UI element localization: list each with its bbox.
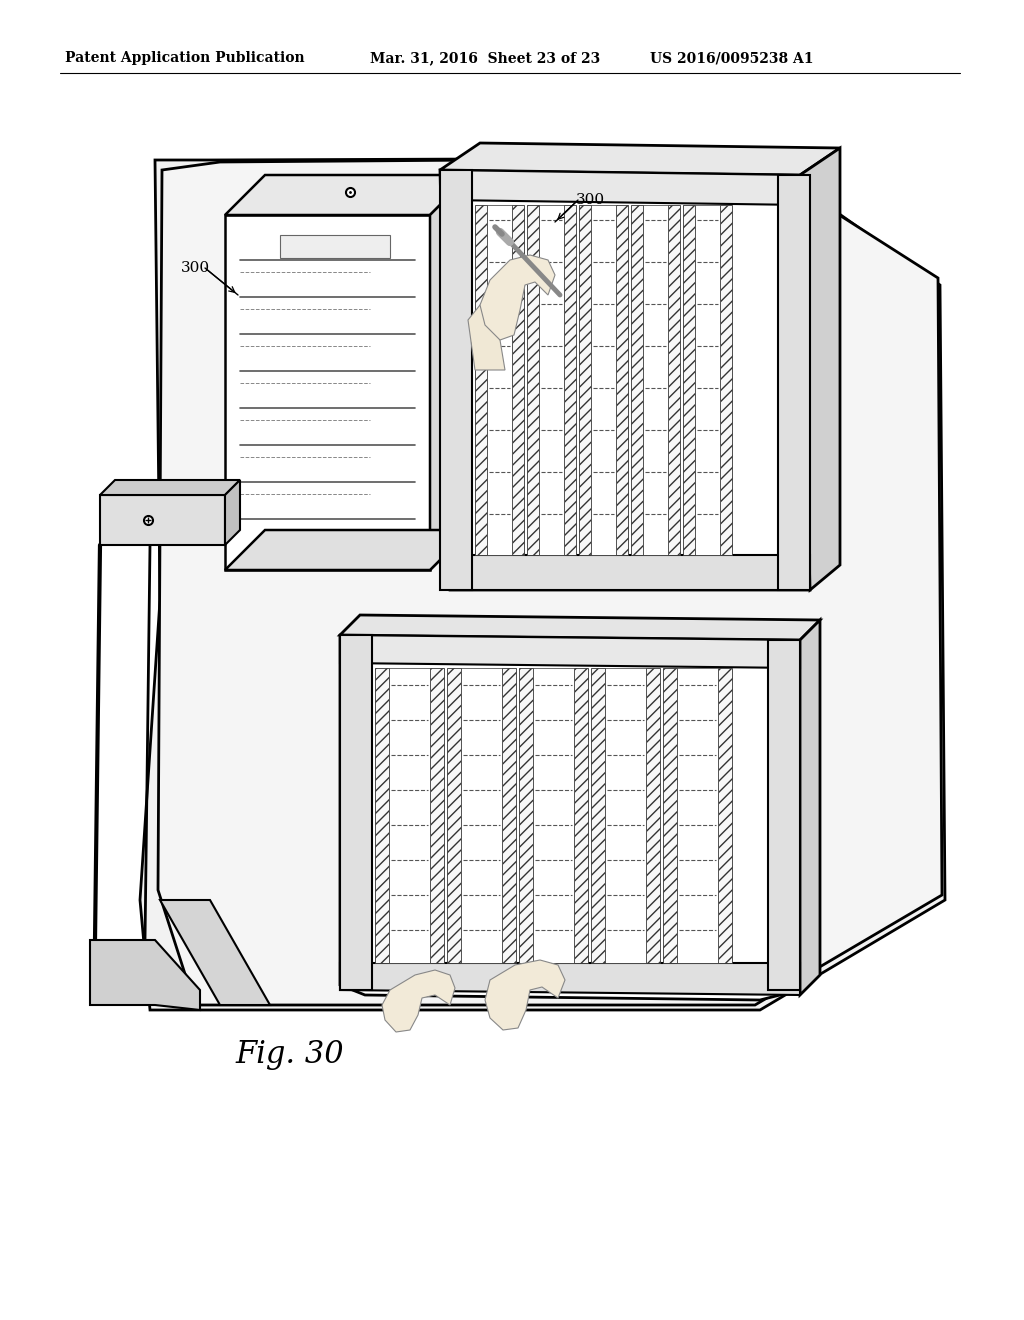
Polygon shape [140,158,945,1010]
Text: 300: 300 [180,261,210,275]
Polygon shape [519,668,534,964]
Polygon shape [375,668,389,964]
Polygon shape [440,143,840,176]
Polygon shape [778,176,810,590]
Polygon shape [512,205,524,554]
Polygon shape [683,205,695,554]
Polygon shape [430,668,444,964]
Polygon shape [225,480,240,545]
Polygon shape [440,170,805,205]
Polygon shape [430,176,470,570]
Polygon shape [527,205,539,554]
Text: Mar. 31, 2016  Sheet 23 of 23: Mar. 31, 2016 Sheet 23 of 23 [370,51,600,65]
Polygon shape [447,668,461,964]
Polygon shape [160,900,270,1005]
Polygon shape [340,624,800,1001]
Polygon shape [480,255,555,341]
Polygon shape [450,554,810,590]
Polygon shape [668,205,680,554]
Polygon shape [440,170,810,590]
Polygon shape [90,940,200,1010]
Polygon shape [534,668,574,964]
Polygon shape [485,960,565,1030]
Polygon shape [468,305,505,370]
Polygon shape [663,668,677,964]
Polygon shape [100,480,240,495]
Polygon shape [616,205,628,554]
Polygon shape [340,964,800,995]
Polygon shape [643,205,668,554]
Polygon shape [487,205,512,554]
Polygon shape [502,668,516,964]
Polygon shape [225,531,470,570]
Polygon shape [280,235,390,257]
Polygon shape [579,205,591,554]
Polygon shape [800,148,840,590]
Polygon shape [631,205,643,554]
Polygon shape [440,170,472,590]
Polygon shape [539,205,564,554]
Polygon shape [382,970,455,1032]
Polygon shape [225,176,470,215]
Polygon shape [718,668,732,964]
Text: US 2016/0095238 A1: US 2016/0095238 A1 [650,51,813,65]
Polygon shape [677,668,718,964]
Polygon shape [100,495,225,545]
Polygon shape [340,615,820,640]
Polygon shape [591,668,605,964]
Polygon shape [225,215,430,570]
Polygon shape [158,158,942,1005]
Polygon shape [591,205,616,554]
Polygon shape [720,205,732,554]
Polygon shape [475,205,487,554]
Text: Fig. 30: Fig. 30 [236,1040,344,1071]
Polygon shape [800,620,820,995]
Text: 300: 300 [575,193,604,207]
Polygon shape [389,668,430,964]
Polygon shape [340,635,372,990]
Polygon shape [605,668,646,964]
Polygon shape [340,635,800,668]
Polygon shape [646,668,660,964]
Polygon shape [574,668,588,964]
Text: Patent Application Publication: Patent Application Publication [65,51,304,65]
Polygon shape [461,668,502,964]
Polygon shape [564,205,575,554]
Polygon shape [768,640,800,990]
Polygon shape [695,205,720,554]
